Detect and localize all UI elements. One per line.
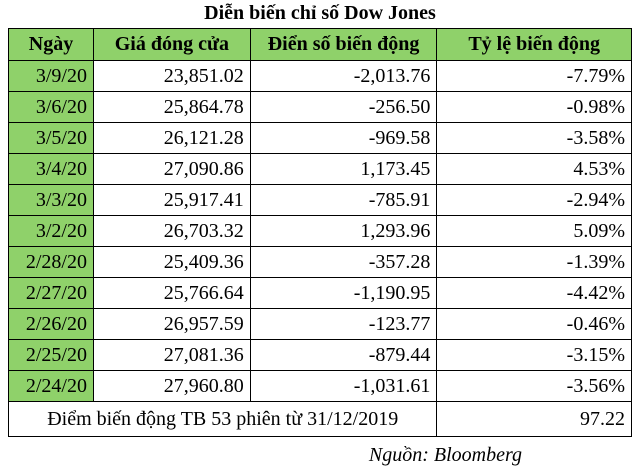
value-cell: 26,703.32: [92, 215, 251, 247]
value-cell: 25,409.36: [92, 246, 251, 278]
date-cell: 2/26/20: [8, 308, 94, 340]
value-cell: 26,121.28: [92, 122, 251, 154]
title: Diễn biến chỉ số Dow Jones: [204, 2, 436, 24]
date-cell: 3/2/20: [8, 215, 94, 247]
value-cell: -969.58: [249, 122, 438, 154]
value-cell: -2,013.76: [249, 60, 438, 92]
value-cell: 25,864.78: [92, 91, 251, 123]
date-cell: 2/25/20: [8, 339, 94, 371]
value-cell: -256.50: [249, 91, 438, 123]
value-cell: 27,960.80: [92, 370, 251, 402]
footer-label: Điểm biến động TB 53 phiên từ 31/12/2019: [7, 401, 438, 437]
table-row: 2/25/20 27,081.36 -879.44 -3.15%: [8, 339, 632, 371]
table-row: 3/2/20 26,703.32 1,293.96 5.09%: [8, 215, 632, 247]
table-row: 3/9/20 23,851.02 -2,013.76 -7.79%: [8, 60, 632, 92]
value-cell: -3.15%: [436, 339, 632, 371]
value-cell: -1.39%: [436, 246, 632, 278]
value-cell: 23,851.02: [92, 60, 251, 92]
value-cell: 27,081.36: [92, 339, 251, 371]
header-cell: Giá đóng cửa: [92, 28, 251, 61]
value-cell: 27,090.86: [92, 153, 251, 185]
date-cell: 2/24/20: [8, 370, 94, 402]
header-cell: Ngày: [8, 28, 94, 61]
date-cell: 3/5/20: [8, 122, 94, 154]
value-cell: 26,957.59: [92, 308, 251, 340]
header-cell: Điển số biến động: [249, 28, 438, 61]
value-cell: -4.42%: [436, 277, 632, 309]
value-cell: -3.56%: [436, 370, 632, 402]
table-row: 2/26/20 26,957.59 -123.77 -0.46%: [8, 308, 632, 340]
date-cell: 2/28/20: [8, 246, 94, 278]
value-cell: 1,293.96: [249, 215, 438, 247]
value-cell: -0.46%: [436, 308, 632, 340]
table-row: 2/27/20 25,766.64 -1,190.95 -4.42%: [8, 277, 632, 309]
table-row: 2/24/20 27,960.80 -1,031.61 -3.56%: [8, 370, 632, 402]
date-cell: 3/6/20: [8, 91, 94, 123]
footer-row: Điểm biến động TB 53 phiên từ 31/12/2019…: [7, 401, 632, 437]
table-row: 3/6/20 25,864.78 -256.50 -0.98%: [8, 91, 632, 123]
value-cell: 25,766.64: [92, 277, 251, 309]
footer-value: 97.22: [436, 401, 632, 437]
value-cell: 1,173.45: [249, 153, 438, 185]
data-table: Ngày Giá đóng cửa Điển số biến động Tỷ lệ b…: [7, 28, 632, 437]
value-cell: -0.98%: [436, 91, 632, 123]
value-cell: -879.44: [249, 339, 438, 371]
source: Nguồn: Bloomberg: [368, 444, 522, 466]
table-row: 3/3/20 25,917.41 -785.91 -2.94%: [8, 184, 632, 216]
value-cell: -7.79%: [436, 60, 632, 92]
value-cell: -785.91: [249, 184, 438, 216]
date-cell: 3/3/20: [8, 184, 94, 216]
table-row: 2/28/20 25,409.36 -357.28 -1.39%: [8, 246, 632, 278]
date-cell: 2/27/20: [8, 277, 94, 309]
value-cell: 4.53%: [436, 153, 632, 185]
table-row: 3/5/20 26,121.28 -969.58 -3.58%: [8, 122, 632, 154]
header-cell: Tỷ lệ biến động: [436, 28, 632, 61]
value-cell: -1,031.61: [249, 370, 438, 402]
value-cell: -2.94%: [436, 184, 632, 216]
table-row: 3/4/20 27,090.86 1,173.45 4.53%: [8, 153, 632, 185]
date-cell: 3/9/20: [8, 60, 94, 92]
value-cell: -123.77: [249, 308, 438, 340]
value-cell: 25,917.41: [92, 184, 251, 216]
value-cell: 5.09%: [436, 215, 632, 247]
header-row: Ngày Giá đóng cửa Điển số biến động Tỷ lệ b…: [8, 28, 632, 61]
value-cell: -3.58%: [436, 122, 632, 154]
date-cell: 3/4/20: [8, 153, 94, 185]
value-cell: -357.28: [249, 246, 438, 278]
value-cell: -1,190.95: [249, 277, 438, 309]
table-body: 3/9/20 23,851.02 -2,013.76 -7.79% 3/6/20 25,8…: [7, 60, 632, 437]
